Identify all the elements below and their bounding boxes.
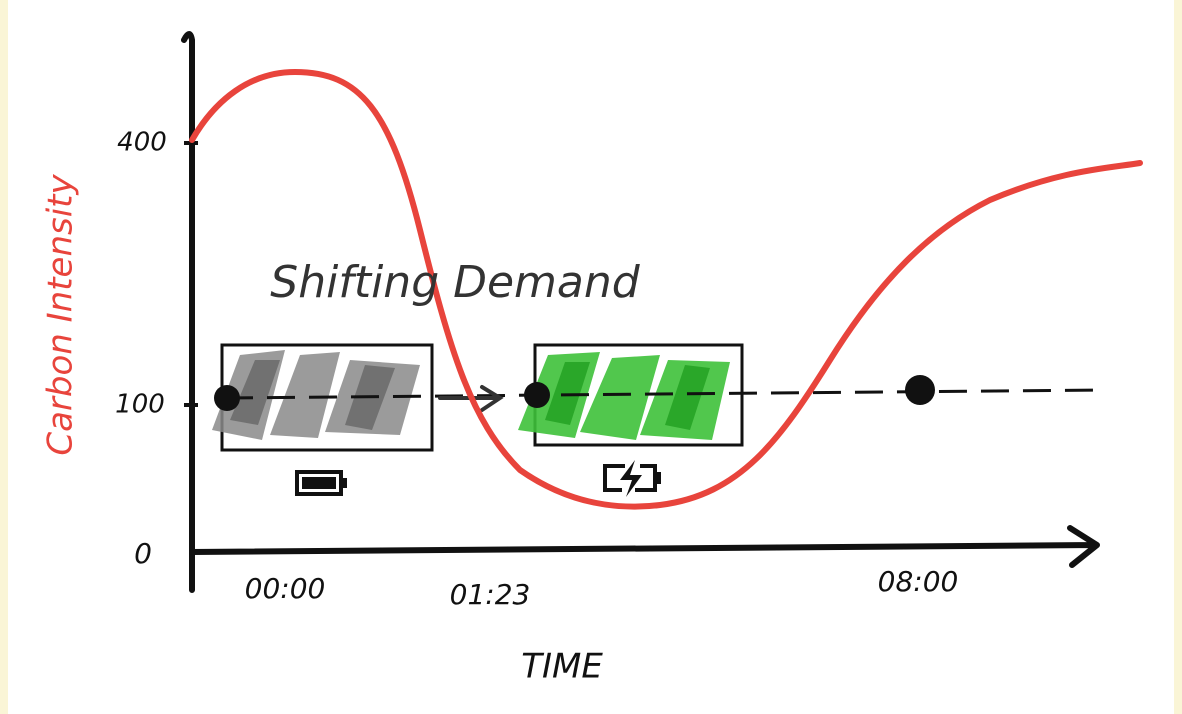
timeline [224, 388, 1101, 400]
point [214, 385, 240, 411]
point [905, 375, 935, 405]
carbon-curve [189, 68, 1143, 510]
x-tick-label: 01:23 [450, 578, 531, 611]
shift-arrow [438, 385, 504, 412]
y-tick-label: 100 [115, 390, 165, 420]
battery-empty [295, 470, 347, 496]
y-tick-label: 0 [134, 537, 152, 570]
annotation: Shifting Demand [270, 257, 640, 308]
y-tick-label: 400 [117, 128, 167, 158]
x-tick-label: 08:00 [878, 565, 959, 598]
point [524, 382, 550, 408]
x-axis [189, 525, 1100, 568]
gray-block [212, 343, 434, 452]
x-tick-label: 00:00 [245, 572, 326, 605]
y-axis [181, 31, 195, 593]
battery-charging [603, 460, 661, 497]
y-axis-label: Carbon Intensity [41, 173, 81, 455]
x-axis-label: TIME [521, 647, 603, 687]
